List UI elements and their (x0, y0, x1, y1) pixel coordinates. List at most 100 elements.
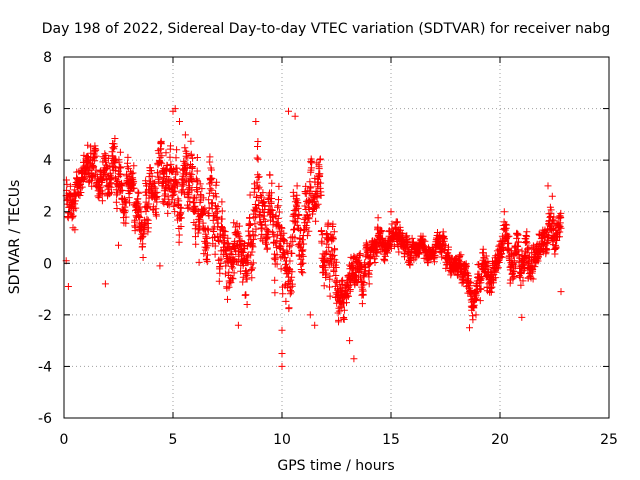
data-point (216, 269, 224, 277)
data-point (163, 162, 171, 169)
data-point (358, 262, 365, 270)
data-point (97, 190, 105, 198)
data-point (175, 197, 183, 205)
data-point (171, 199, 178, 207)
data-point (184, 204, 192, 212)
data-point (124, 159, 131, 167)
data-point (273, 251, 281, 259)
data-point (87, 143, 95, 151)
y-tick-label: -6 (38, 411, 52, 427)
data-point (101, 171, 109, 178)
data-point (206, 185, 214, 193)
data-point (203, 235, 211, 242)
data-point (156, 262, 164, 270)
data-point (557, 209, 565, 217)
data-point (225, 268, 233, 276)
data-point (294, 215, 302, 223)
data-point (205, 204, 213, 212)
data-point (277, 242, 285, 250)
x-tick-label: 20 (491, 432, 509, 448)
data-point (548, 192, 556, 200)
data-point (162, 149, 170, 157)
data-point (131, 216, 139, 224)
data-point (524, 245, 532, 253)
data-point (97, 183, 105, 191)
data-point (332, 272, 340, 279)
data-point (188, 170, 196, 178)
data-point (136, 227, 144, 235)
data-point (224, 295, 231, 303)
data-point (388, 220, 396, 228)
data-point (286, 257, 294, 265)
data-point (246, 191, 254, 199)
data-point (482, 252, 490, 260)
data-point (233, 228, 241, 236)
data-point (130, 184, 138, 192)
data-point (387, 208, 395, 216)
data-point (287, 287, 294, 295)
data-point (317, 191, 325, 199)
data-point (356, 250, 364, 258)
data-point (254, 155, 262, 163)
data-point (215, 277, 223, 285)
data-point (252, 225, 260, 233)
data-point (473, 295, 480, 303)
data-point (325, 243, 333, 251)
data-point (320, 262, 328, 270)
data-point (230, 219, 238, 227)
data-point (359, 291, 367, 299)
data-point (329, 220, 337, 228)
data-point (441, 241, 449, 249)
data-point (186, 198, 194, 206)
data-point (314, 200, 322, 208)
data-point (301, 202, 309, 210)
data-point (513, 230, 521, 238)
data-point (218, 215, 226, 223)
data-point (192, 175, 200, 183)
data-point (305, 227, 313, 235)
data-point (167, 142, 174, 150)
data-point (192, 221, 200, 229)
data-point (523, 259, 531, 267)
data-point (522, 232, 530, 239)
data-point (192, 240, 200, 248)
data-point (381, 257, 389, 265)
data-point (148, 167, 155, 175)
data-point (212, 209, 220, 217)
x-tick-label: 0 (60, 432, 69, 448)
data-point (299, 269, 307, 277)
data-point (245, 222, 253, 229)
data-point (323, 248, 331, 256)
data-point (71, 200, 79, 208)
data-point (224, 240, 232, 248)
data-point (115, 158, 123, 166)
data-point (157, 145, 165, 153)
y-tick-label: 6 (43, 102, 52, 118)
x-tick-label: 10 (273, 432, 291, 448)
data-point (247, 251, 255, 259)
data-point (505, 239, 513, 247)
data-point (415, 250, 423, 258)
data-point (394, 218, 401, 226)
data-point (515, 251, 523, 259)
plot-frame (63, 56, 610, 419)
data-point (255, 173, 263, 181)
data-point (278, 224, 286, 232)
data-point (291, 112, 299, 120)
data-point (548, 224, 556, 232)
data-point (316, 170, 324, 178)
data-point (301, 226, 309, 233)
data-point (517, 281, 525, 289)
data-point (204, 242, 212, 250)
data-point (195, 258, 203, 266)
data-point (304, 212, 312, 220)
data-point (308, 157, 316, 165)
data-point (187, 137, 195, 145)
data-point (476, 276, 484, 284)
data-point (476, 297, 484, 305)
y-tick-label: 8 (43, 50, 52, 66)
data-point (122, 219, 130, 227)
data-point (142, 207, 150, 215)
data-point (519, 277, 527, 285)
data-point (254, 173, 262, 181)
